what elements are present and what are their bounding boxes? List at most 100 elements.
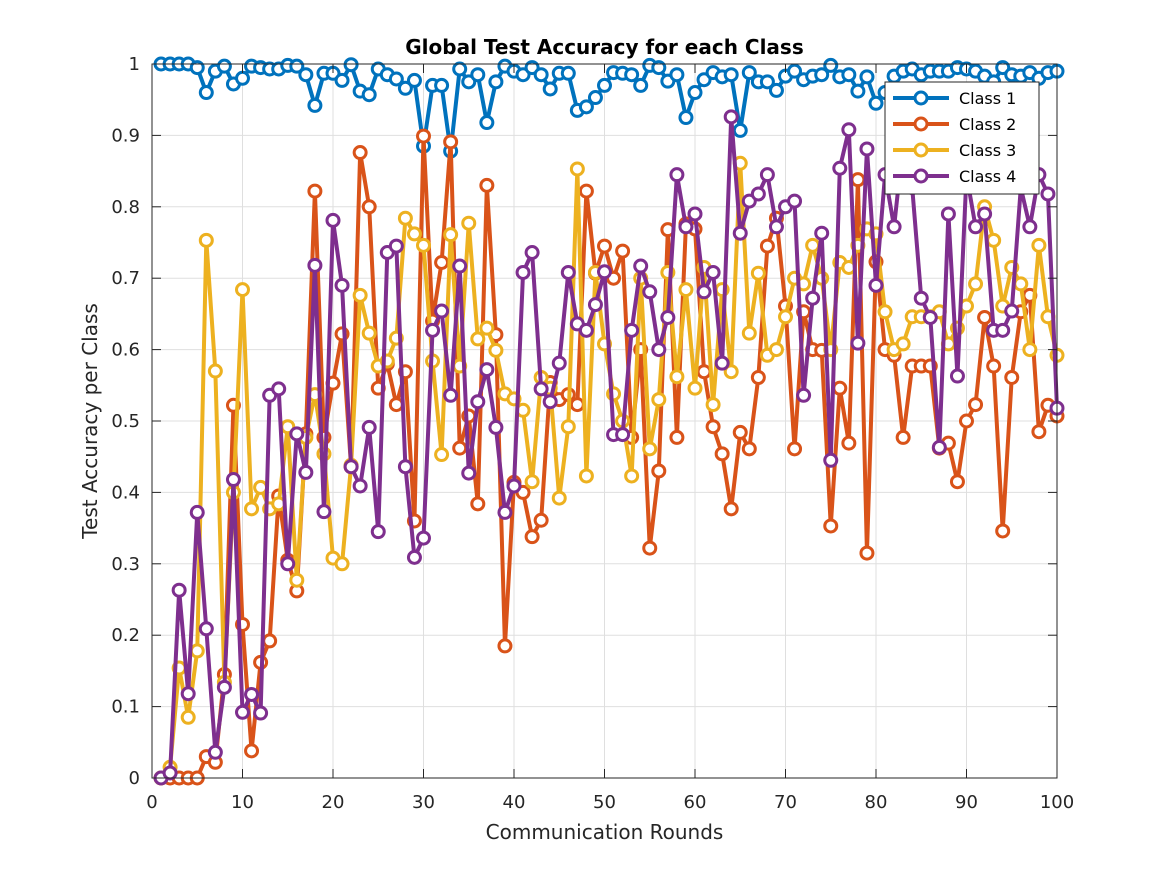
data-point bbox=[207, 363, 223, 379]
data-point bbox=[750, 265, 766, 281]
data-point bbox=[551, 355, 567, 371]
data-point bbox=[805, 290, 821, 306]
y-tick-label: 0.9 bbox=[111, 125, 140, 146]
data-point bbox=[506, 478, 522, 494]
data-point bbox=[1031, 237, 1047, 253]
data-point bbox=[651, 60, 667, 76]
data-point bbox=[334, 72, 350, 88]
data-point bbox=[461, 465, 477, 481]
data-point bbox=[615, 243, 631, 259]
data-point bbox=[669, 429, 685, 445]
data-point bbox=[316, 504, 332, 520]
data-point bbox=[823, 452, 839, 468]
data-point bbox=[198, 232, 214, 248]
data-point bbox=[207, 744, 223, 760]
data-point bbox=[723, 109, 739, 125]
data-point bbox=[189, 60, 205, 76]
data-point bbox=[388, 397, 404, 413]
data-point bbox=[434, 254, 450, 270]
data-point bbox=[832, 160, 848, 176]
data-point bbox=[307, 257, 323, 273]
data-point bbox=[1004, 369, 1020, 385]
x-tick-label: 70 bbox=[774, 792, 797, 813]
y-tick-label: 0.6 bbox=[111, 340, 140, 361]
data-point bbox=[388, 238, 404, 254]
data-point bbox=[759, 238, 775, 254]
data-point bbox=[660, 309, 676, 325]
data-point bbox=[741, 441, 757, 457]
data-point bbox=[578, 322, 594, 338]
data-point bbox=[479, 115, 495, 131]
data-point bbox=[470, 67, 486, 83]
legend-marker bbox=[913, 90, 929, 106]
data-point bbox=[968, 276, 984, 292]
data-point bbox=[587, 90, 603, 106]
data-point bbox=[560, 65, 576, 81]
x-tick-label: 20 bbox=[322, 792, 345, 813]
data-point bbox=[624, 322, 640, 338]
legend-label: Class 3 bbox=[959, 141, 1016, 160]
data-point bbox=[587, 297, 603, 313]
x-tick-label: 90 bbox=[955, 792, 978, 813]
data-point bbox=[452, 61, 468, 77]
data-point bbox=[488, 342, 504, 358]
data-point bbox=[687, 206, 703, 222]
data-point bbox=[651, 342, 667, 358]
data-point bbox=[805, 237, 821, 253]
data-point bbox=[949, 368, 965, 384]
data-point bbox=[397, 210, 413, 226]
data-point bbox=[298, 464, 314, 480]
data-point bbox=[271, 381, 287, 397]
data-point bbox=[669, 369, 685, 385]
data-point bbox=[470, 394, 486, 410]
data-point bbox=[334, 277, 350, 293]
data-point bbox=[425, 322, 441, 338]
data-point bbox=[633, 77, 649, 93]
data-point bbox=[750, 186, 766, 202]
y-tick-label: 0.1 bbox=[111, 697, 140, 718]
data-point bbox=[669, 67, 685, 83]
data-point bbox=[235, 70, 250, 86]
data-point bbox=[198, 85, 214, 101]
data-point bbox=[307, 183, 323, 199]
data-point bbox=[714, 355, 730, 371]
data-point bbox=[995, 322, 1011, 338]
data-point bbox=[977, 206, 993, 222]
data-point bbox=[235, 704, 250, 720]
data-point bbox=[642, 441, 658, 457]
data-point bbox=[325, 212, 341, 228]
data-point bbox=[940, 206, 956, 222]
data-point bbox=[406, 72, 422, 88]
data-point bbox=[397, 459, 413, 475]
data-point bbox=[578, 183, 594, 199]
x-axis-label: Communication Rounds bbox=[486, 820, 724, 844]
data-point bbox=[705, 419, 721, 435]
data-point bbox=[397, 80, 413, 96]
data-point bbox=[850, 172, 866, 188]
data-point bbox=[768, 82, 784, 98]
data-point bbox=[569, 397, 585, 413]
x-tick-label: 30 bbox=[412, 792, 435, 813]
legend-item: Class 2 bbox=[893, 115, 1016, 134]
data-point bbox=[624, 67, 640, 83]
data-point bbox=[597, 264, 612, 280]
data-point bbox=[624, 468, 640, 484]
data-point bbox=[841, 122, 857, 138]
data-point bbox=[479, 320, 495, 336]
data-point bbox=[1004, 303, 1020, 319]
x-tick-label: 0 bbox=[146, 792, 157, 813]
data-point bbox=[669, 167, 685, 183]
data-point bbox=[714, 446, 730, 462]
data-point bbox=[443, 387, 459, 403]
data-point bbox=[696, 284, 712, 300]
data-point bbox=[741, 325, 757, 341]
data-point bbox=[533, 67, 549, 83]
data-point bbox=[687, 85, 703, 101]
y-tick-label: 0.2 bbox=[111, 625, 140, 646]
data-point bbox=[307, 97, 323, 113]
data-point bbox=[850, 335, 866, 351]
data-point bbox=[642, 540, 658, 556]
y-tick-label: 1 bbox=[129, 54, 140, 75]
data-point bbox=[750, 369, 766, 385]
